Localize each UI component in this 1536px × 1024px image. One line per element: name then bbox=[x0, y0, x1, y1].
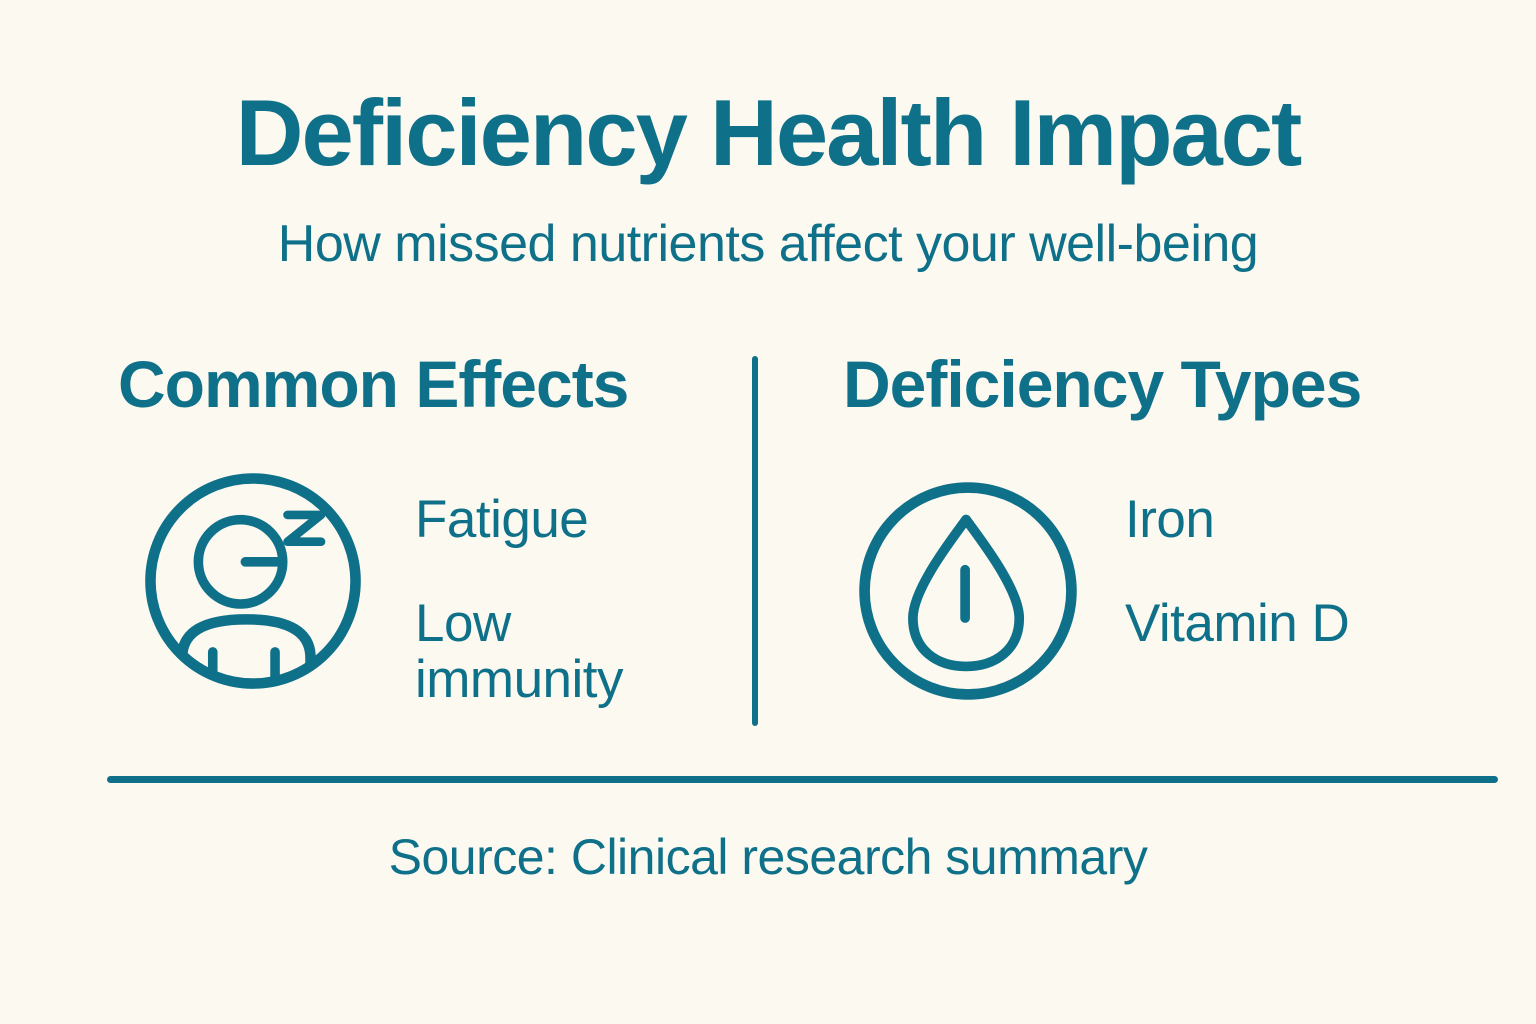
type-item-iron: Iron bbox=[1125, 490, 1215, 549]
footer-rule bbox=[107, 776, 1498, 783]
page-title: Deficiency Health Impact bbox=[235, 80, 1303, 185]
source-text: Source: Clinical research summary bbox=[388, 829, 1148, 885]
effect-item-low-immunity: Low immunity bbox=[415, 594, 624, 710]
deficiency-types-list: Iron Vitamin D bbox=[1125, 490, 1465, 654]
sleeping-person-icon bbox=[138, 466, 368, 696]
deficiency-types-heading: Deficiency Types bbox=[843, 347, 1362, 421]
effect-item-fatigue: Fatigue bbox=[415, 490, 589, 549]
type-item-vitamin-d: Vitamin D bbox=[1125, 594, 1350, 654]
water-drop-icon bbox=[852, 475, 1084, 707]
common-effects-heading: Common Effects bbox=[118, 347, 629, 421]
common-effects-list: Fatigue Low immunity bbox=[415, 490, 695, 710]
page-subtitle: How missed nutrients affect your well-be… bbox=[277, 215, 1259, 273]
column-divider bbox=[752, 356, 758, 726]
